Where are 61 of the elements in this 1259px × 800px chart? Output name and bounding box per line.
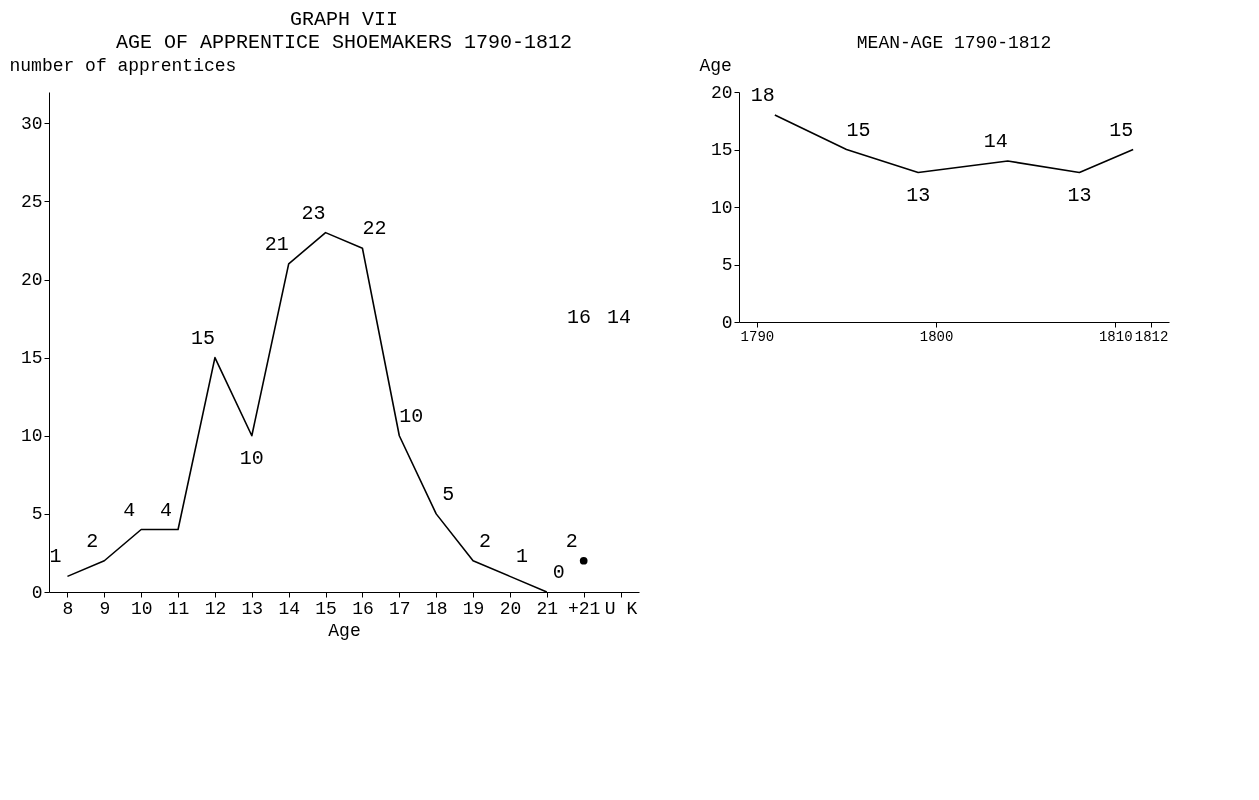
x-tick-label: 1812 bbox=[1134, 328, 1169, 345]
y-tick-label: 0 bbox=[721, 312, 733, 333]
data-label: 1 bbox=[515, 545, 528, 569]
y-tick-label: 25 bbox=[20, 191, 43, 212]
x-tick-label: 17 bbox=[389, 598, 411, 619]
data-label: 18 bbox=[750, 84, 775, 107]
data-label: 4 bbox=[160, 498, 173, 522]
y-tick-label: 20 bbox=[20, 270, 43, 290]
x-tick-label: 19 bbox=[462, 598, 485, 619]
x-tick-label: 11 bbox=[167, 598, 190, 619]
y-tick-label: 15 bbox=[710, 140, 733, 160]
x-tick-label: 12 bbox=[204, 598, 227, 619]
x-tick-label: 18 bbox=[425, 598, 448, 619]
chart-title: GRAPH VII bbox=[289, 8, 399, 31]
x-tick-label: 1790 bbox=[740, 328, 775, 345]
y-tick-label: 10 bbox=[710, 197, 733, 218]
y-tick-label: 20 bbox=[710, 82, 733, 103]
x-tick-label: 1800 bbox=[919, 328, 954, 345]
data-label: 13 bbox=[906, 183, 931, 207]
x-tick-label: 14 bbox=[278, 598, 300, 619]
x-tick-label: 15 bbox=[315, 598, 337, 619]
data-label: 1 bbox=[49, 545, 62, 569]
y-tick-label: 5 bbox=[31, 504, 43, 525]
data-label: 13 bbox=[1067, 183, 1092, 207]
y-tick-label: 0 bbox=[31, 582, 43, 603]
data-label: 2 bbox=[565, 529, 578, 553]
annotation: 16 bbox=[566, 306, 592, 329]
x-tick-label: 20 bbox=[499, 598, 522, 619]
y-tick-label: 5 bbox=[721, 255, 733, 275]
data-label: 2 bbox=[86, 529, 99, 553]
x-tick-label: U K bbox=[604, 598, 638, 619]
y-tick-label: 30 bbox=[20, 113, 43, 134]
x-tick-label: 9 bbox=[99, 598, 111, 619]
data-label: 4 bbox=[123, 498, 136, 522]
data-label: 10 bbox=[399, 404, 424, 428]
x-tick-label: 10 bbox=[130, 598, 153, 619]
x-tick-label: 16 bbox=[352, 598, 374, 619]
x-tick-label: 8 bbox=[62, 598, 74, 619]
chart-title: MEAN-AGE 1790-1812 bbox=[856, 33, 1052, 53]
data-label: 10 bbox=[239, 446, 264, 470]
x-tick-label: 21 bbox=[536, 598, 559, 619]
line-series bbox=[774, 114, 1134, 174]
data-label: 0 bbox=[552, 561, 565, 584]
x-tick-label: 13 bbox=[241, 598, 264, 619]
chart-subtitle: AGE OF APPRENTICE SHOEMAKERS 1790-1812 bbox=[115, 31, 573, 54]
x-axis-title: Age bbox=[328, 620, 361, 641]
data-label: 23 bbox=[301, 201, 326, 225]
annotation: 14 bbox=[606, 306, 632, 329]
y-axis-title: Age bbox=[699, 55, 732, 76]
y-tick-label: 15 bbox=[20, 348, 43, 369]
data-label: 14 bbox=[983, 130, 1008, 153]
x-tick-label: +21 bbox=[567, 598, 601, 619]
data-label: 15 bbox=[1109, 118, 1134, 142]
data-label: 5 bbox=[442, 482, 455, 506]
data-label: 21 bbox=[264, 232, 289, 256]
data-label: 22 bbox=[362, 217, 387, 241]
data-label: 2 bbox=[479, 529, 492, 553]
y-axis-title: number of apprentices bbox=[9, 55, 237, 76]
y-tick-label: 10 bbox=[20, 426, 43, 447]
x-tick-label: 1810 bbox=[1098, 328, 1133, 345]
data-label: 15 bbox=[846, 118, 871, 142]
